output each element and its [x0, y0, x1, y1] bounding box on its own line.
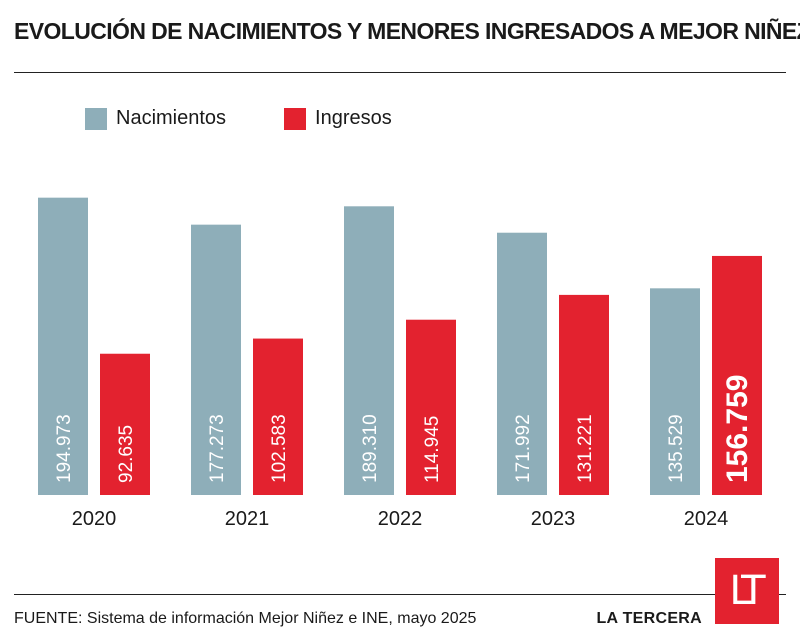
bar-label-ingresos-2024: 156.759 — [721, 375, 754, 483]
x-tick-label-2022: 2022 — [378, 508, 423, 530]
source-note: FUENTE: Sistema de información Mejor Niñ… — [14, 610, 477, 627]
legend-swatch-nacimientos — [85, 107, 107, 130]
brand-name: LA TERCERA — [596, 610, 702, 627]
bar-ingresos-2023 — [559, 294, 609, 495]
bar-label-nacimientos-2020: 194.973 — [54, 414, 75, 483]
bar-ingresos-2022 — [406, 319, 456, 495]
bar-nacimientos-2024 — [650, 288, 700, 495]
bar-label-nacimientos-2022: 189.310 — [360, 414, 381, 483]
bar-label-nacimientos-2023: 171.992 — [513, 414, 534, 483]
legend-label-nacimientos: Nacimientos — [116, 107, 227, 129]
legend-swatch-ingresos — [284, 107, 307, 130]
bar-ingresos-2021 — [253, 338, 303, 495]
bar-ingresos-2020 — [100, 353, 150, 495]
bar-label-ingresos-2022: 114.945 — [422, 416, 443, 483]
bar-label-ingresos-2020: 92.635 — [116, 425, 137, 483]
x-tick-label-2023: 2023 — [531, 508, 576, 530]
legend-item-nacimientos: Nacimientos — [85, 107, 226, 130]
bar-label-nacimientos-2024: 135.529 — [666, 414, 687, 483]
la-tercera-logo: LT — [715, 558, 779, 624]
footer-divider — [14, 594, 786, 595]
bar-label-ingresos-2021: 102.583 — [269, 414, 290, 483]
legend-item-ingresos: Ingresos — [284, 107, 392, 130]
bar-label-ingresos-2023: 131.221 — [575, 414, 596, 483]
bar-nacimientos-2023 — [497, 232, 547, 495]
x-tick-label-2021: 2021 — [225, 508, 270, 530]
legend-label-ingresos: Ingresos — [315, 107, 392, 129]
bar-nacimientos-2020 — [38, 197, 88, 495]
x-tick-label-2020: 2020 — [72, 508, 117, 530]
bar-label-nacimientos-2021: 177.273 — [207, 414, 228, 483]
title-divider — [14, 72, 786, 73]
bar-nacimientos-2021 — [191, 224, 241, 495]
bar-ingresos-2024 — [712, 255, 762, 495]
x-tick-label-2024: 2024 — [684, 508, 729, 530]
bar-chart: 194.973 92.635 2020 177.273 102.583 2021 189.3… — [38, 197, 762, 530]
bar-nacimientos-2022 — [344, 206, 394, 495]
chart-title: EVOLUCIÓN DE NACIMIENTOS Y MENORES INGRE… — [14, 18, 800, 44]
legend: Nacimientos Ingresos — [85, 107, 392, 130]
